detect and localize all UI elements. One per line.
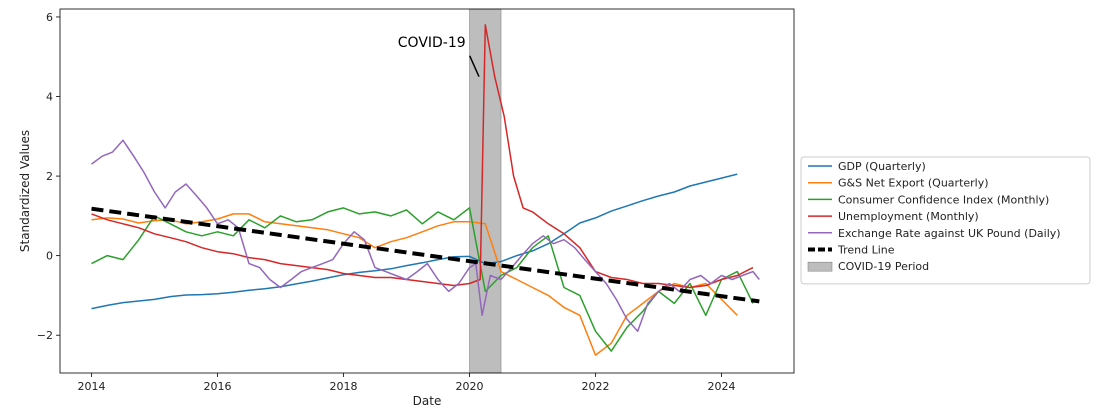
legend-label-g-s-net-export-quarterly: G&S Net Export (Quarterly) — [838, 177, 989, 190]
legend-label-exchange-rate-against-uk-pound-daily: Exchange Rate against UK Pound (Daily) — [838, 227, 1061, 240]
y-axis-label: Standardized Values — [18, 130, 32, 252]
series-line-exchange-rate-against-uk-pound-daily — [91, 139, 760, 332]
legend-box — [800, 156, 1091, 285]
series-line-gdp-quarterly — [91, 173, 738, 310]
x-tick-label: 2020 — [456, 380, 484, 393]
x-tick-label: 2024 — [708, 380, 736, 393]
y-tick-label: 6 — [46, 11, 53, 24]
y-tick-label: 0 — [46, 250, 53, 263]
series-line-g-s-net-export-quarterly — [91, 213, 738, 356]
y-axis: −2 0 2 4 6 — [37, 11, 60, 342]
x-tick-label: 2014 — [78, 380, 106, 393]
y-tick-label: −2 — [37, 329, 53, 342]
legend-label-trend-line: Trend Line — [837, 244, 895, 257]
shading-layer — [469, 8, 502, 374]
plot-frame — [59, 8, 795, 374]
annotation-arrow — [469, 55, 480, 77]
legend-label-gdp-quarterly: GDP (Quarterly) — [838, 160, 926, 173]
legend-label-covid-19-period: COVID-19 Period — [838, 260, 929, 273]
series-layer — [91, 24, 760, 356]
series-line-consumer-confidence-index-monthly — [91, 207, 754, 352]
x-axis: 2014 2016 2018 2020 2022 2024 — [78, 373, 736, 393]
covid-period-band — [469, 8, 502, 374]
x-tick-label: 2016 — [204, 380, 232, 393]
legend-label-consumer-confidence-index-monthly: Consumer Confidence Index (Monthly) — [838, 193, 1049, 206]
x-tick-label: 2022 — [582, 380, 610, 393]
x-axis-label: Date — [413, 394, 442, 408]
legend-label-unemployment-monthly: Unemployment (Monthly) — [838, 210, 979, 223]
annotation-covid-label: COVID-19 — [398, 35, 466, 51]
x-tick-label: 2018 — [330, 380, 358, 393]
y-tick-label: 2 — [46, 170, 53, 183]
y-tick-label: 4 — [46, 91, 53, 104]
annotation-layer: COVID-19 — [398, 35, 480, 77]
series-line-unemployment-monthly — [91, 24, 754, 289]
legend: GDP (Quarterly) G&S Net Export (Quarterly… — [800, 156, 1091, 285]
legend-swatch-covid-19-period — [807, 261, 833, 272]
series-line-trend-line — [91, 206, 760, 304]
